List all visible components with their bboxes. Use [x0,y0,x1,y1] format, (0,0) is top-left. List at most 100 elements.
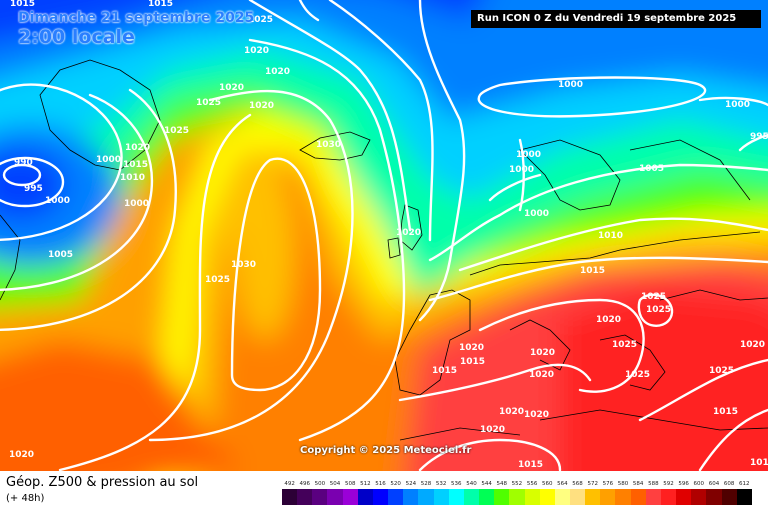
pressure-label: 1015 [460,357,485,367]
legend-swatch [660,489,677,505]
legend-value: 548 [496,481,508,487]
legend-swatch [357,489,373,505]
pressure-label: 1000 [558,80,583,90]
pressure-label: 1020 [244,46,269,56]
legend-value: 608 [723,481,735,487]
pressure-map: 1015 1015 1025 1020 1020 1020 1025 1020 … [0,0,768,471]
pressure-label: 1025 [625,370,650,380]
legend-swatch [554,489,570,505]
legend-swatch [645,489,661,505]
pressure-label: 1025 [646,305,671,315]
legend-swatch [479,489,495,505]
legend-value: 536 [451,481,462,487]
pressure-label: 1010 [598,231,623,241]
pressure-label: 1020 [529,370,554,380]
pressure-label: 1005 [639,164,664,174]
run-info-banner: Run ICON 0 Z du Vendredi 19 septembre 20… [471,10,761,28]
map-footer: Géop. Z500 & pression au sol (+ 48h) 492… [0,471,768,512]
pressure-labels: 1015 1015 1025 1020 1020 1020 1025 1020 … [9,0,768,470]
legend-swatch [403,489,419,505]
pressure-label: 990 [14,158,33,168]
legend-swatch [615,489,631,505]
legend-swatch [372,489,389,505]
legend-swatch [418,489,434,505]
legend-value: 604 [708,481,720,487]
pressure-label: 1025 [164,126,189,136]
pressure-label: 1020 [596,315,621,325]
pressure-label: 995 [750,132,768,142]
legend-value: 496 [299,481,310,487]
geopotential-field [0,0,768,471]
legend-swatch [524,489,540,505]
legend-swatch [706,489,722,505]
legend-swatch [569,489,586,505]
pressure-label: 1000 [524,209,549,219]
legend-value: 504 [329,481,341,487]
pressure-label: 1025 [196,98,221,108]
pressure-label: 1000 [516,150,541,160]
legend-swatch [721,489,737,505]
legend-color-bar [282,489,752,505]
legend-swatch [433,489,449,505]
legend-swatch [691,489,707,505]
legend-value: 576 [602,481,614,487]
legend-swatch [676,489,692,505]
legend-value: 600 [693,481,705,487]
pressure-label: 1015 [750,458,768,468]
legend-swatch [282,489,298,505]
pressure-label: 1020 [480,425,505,435]
legend-swatch [494,489,510,505]
pressure-label: 1015 [10,0,35,9]
legend-value: 596 [678,481,689,487]
pressure-label: 1015 [432,366,457,376]
pressure-label: 1020 [249,101,274,111]
pressure-label: 1025 [248,15,273,25]
pressure-label: 1015 [713,407,738,417]
legend-swatch [509,489,525,505]
coastlines [0,59,768,441]
pressure-label: 1025 [709,366,734,376]
legend-value: 564 [557,481,568,487]
legend-value: 568 [572,481,583,487]
pressure-label: 1020 [125,143,150,153]
pressure-label: 1000 [124,199,149,209]
legend-value: 572 [587,481,598,487]
pressure-label: 1030 [316,140,341,150]
pressure-label: 1030 [231,260,256,270]
pressure-label: 1020 [396,228,421,238]
map-title: Géop. Z500 & pression au sol [6,475,199,490]
legend-swatch [312,489,328,505]
legend-value: 592 [663,481,674,487]
legend-value: 544 [481,481,492,487]
legend-value: 588 [648,481,659,487]
legend-value: 556 [526,481,538,487]
pressure-label: 1020 [265,67,290,77]
pressure-label: 1015 [580,266,605,276]
pressure-label: 1000 [45,196,70,206]
pressure-label: 1025 [205,275,230,285]
legend-value: 520 [390,481,401,487]
pressure-label: 1010 [120,173,145,183]
forecast-datetime: Dimanche 21 septembre 2025 2:00 locale [18,10,254,48]
legend-value: 580 [617,481,629,487]
legend-swatch [585,489,601,505]
forecast-lead-time: (+ 48h) [6,493,45,504]
legend-value: 612 [739,481,750,487]
legend-value: 516 [375,481,386,487]
legend-swatch [342,489,358,505]
legend-swatch [388,489,404,505]
pressure-label: 1025 [612,340,637,350]
isobars [0,0,768,470]
legend-value: 528 [420,481,432,487]
legend-swatch [463,489,480,505]
legend-value: 512 [360,481,371,487]
pressure-label: 1020 [219,83,244,93]
pressure-label: 1000 [725,100,750,110]
legend-value: 560 [541,481,553,487]
pressure-label: 1020 [530,348,555,358]
legend-value: 492 [284,481,295,487]
forecast-date: Dimanche 21 septembre 2025 [18,10,255,26]
pressure-label: 1015 [123,160,148,170]
pressure-label: 1020 [524,410,549,420]
